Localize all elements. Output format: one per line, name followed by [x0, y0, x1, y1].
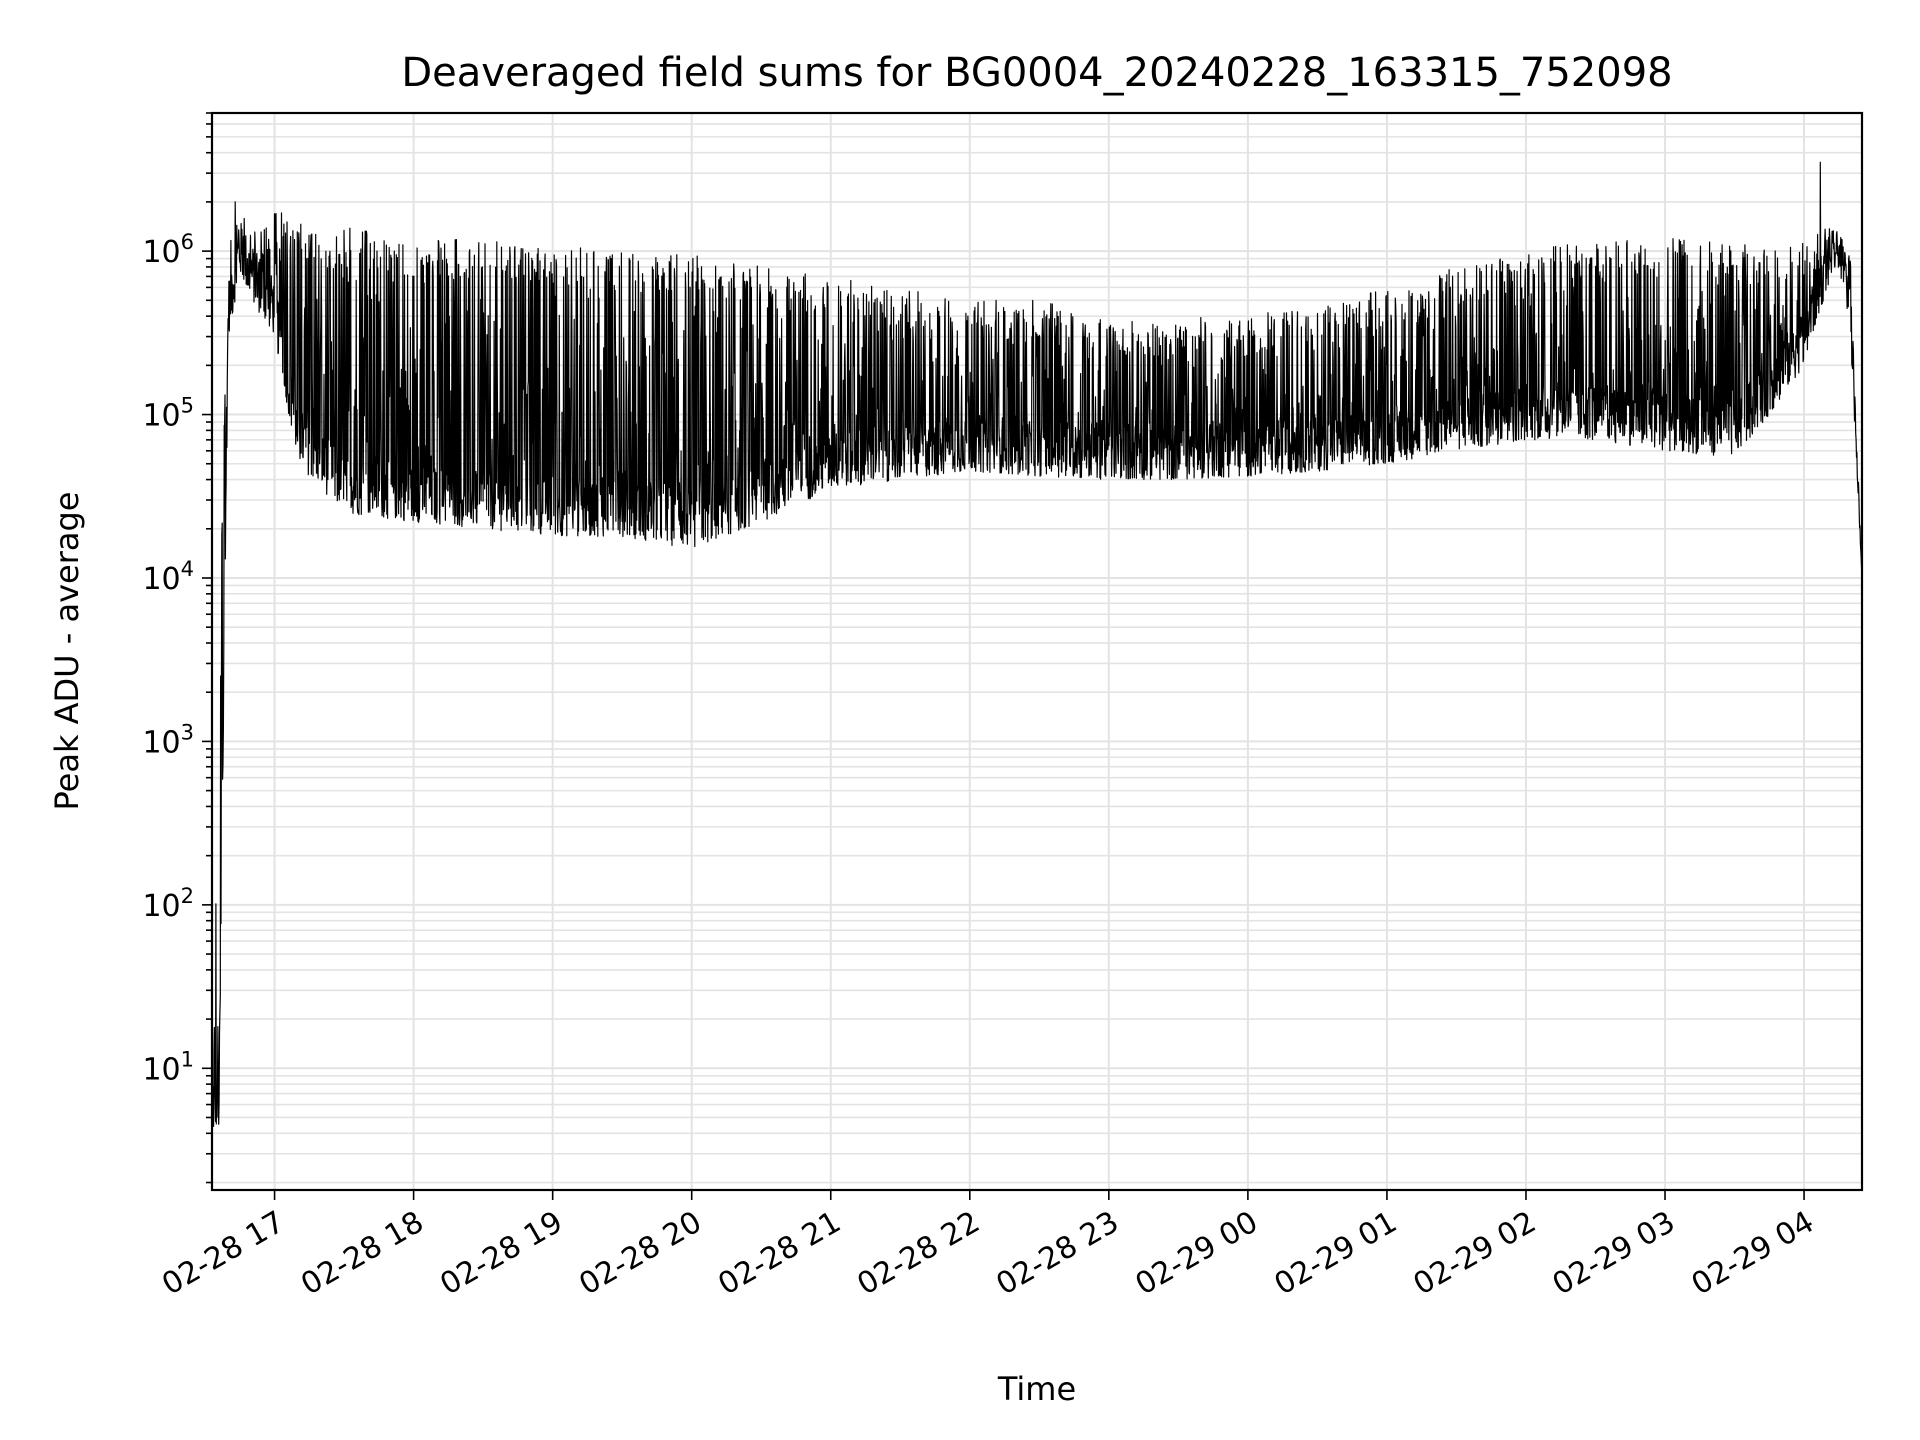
chart-title: Deaveraged field sums for BG0004_2024022…	[401, 50, 1672, 96]
y-tick-label: 105	[142, 394, 194, 434]
plot-frame	[210, 111, 1864, 1192]
y-tick-label: 101	[142, 1047, 194, 1087]
y-tick-label: 106	[142, 230, 194, 270]
y-axis: 101 102 103 104 105 106	[142, 112, 212, 1184]
gridlines	[212, 112, 1862, 1190]
series-path	[211, 161, 1863, 1134]
y-tick-label: 102	[142, 884, 194, 924]
x-axis-title: Time	[997, 1370, 1076, 1408]
y-axis-title: Peak ADU - average	[48, 492, 86, 811]
y-tick-label: 103	[142, 720, 194, 760]
y-tick-label: 104	[142, 557, 194, 597]
series-line	[211, 161, 1863, 1134]
